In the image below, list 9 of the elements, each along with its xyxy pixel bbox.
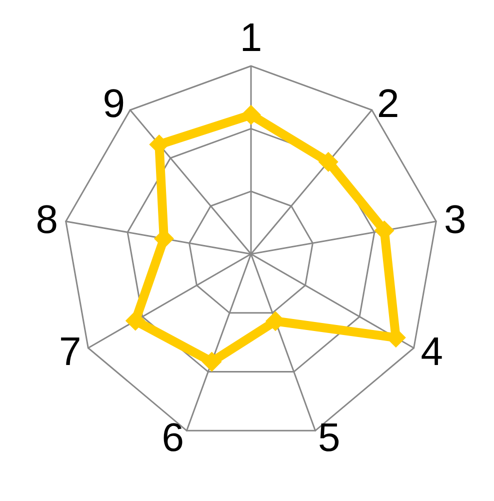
spoke-label: 6 xyxy=(162,416,184,460)
spoke-label: 7 xyxy=(59,330,82,374)
spoke-label: 9 xyxy=(102,82,126,126)
spoke-label: 8 xyxy=(36,198,58,242)
spoke-label: 5 xyxy=(318,416,340,460)
spoke-label: 2 xyxy=(376,82,400,126)
spoke-label: 4 xyxy=(420,330,443,374)
spoke-label: 3 xyxy=(444,198,466,242)
spoke-label: 1 xyxy=(240,16,262,60)
